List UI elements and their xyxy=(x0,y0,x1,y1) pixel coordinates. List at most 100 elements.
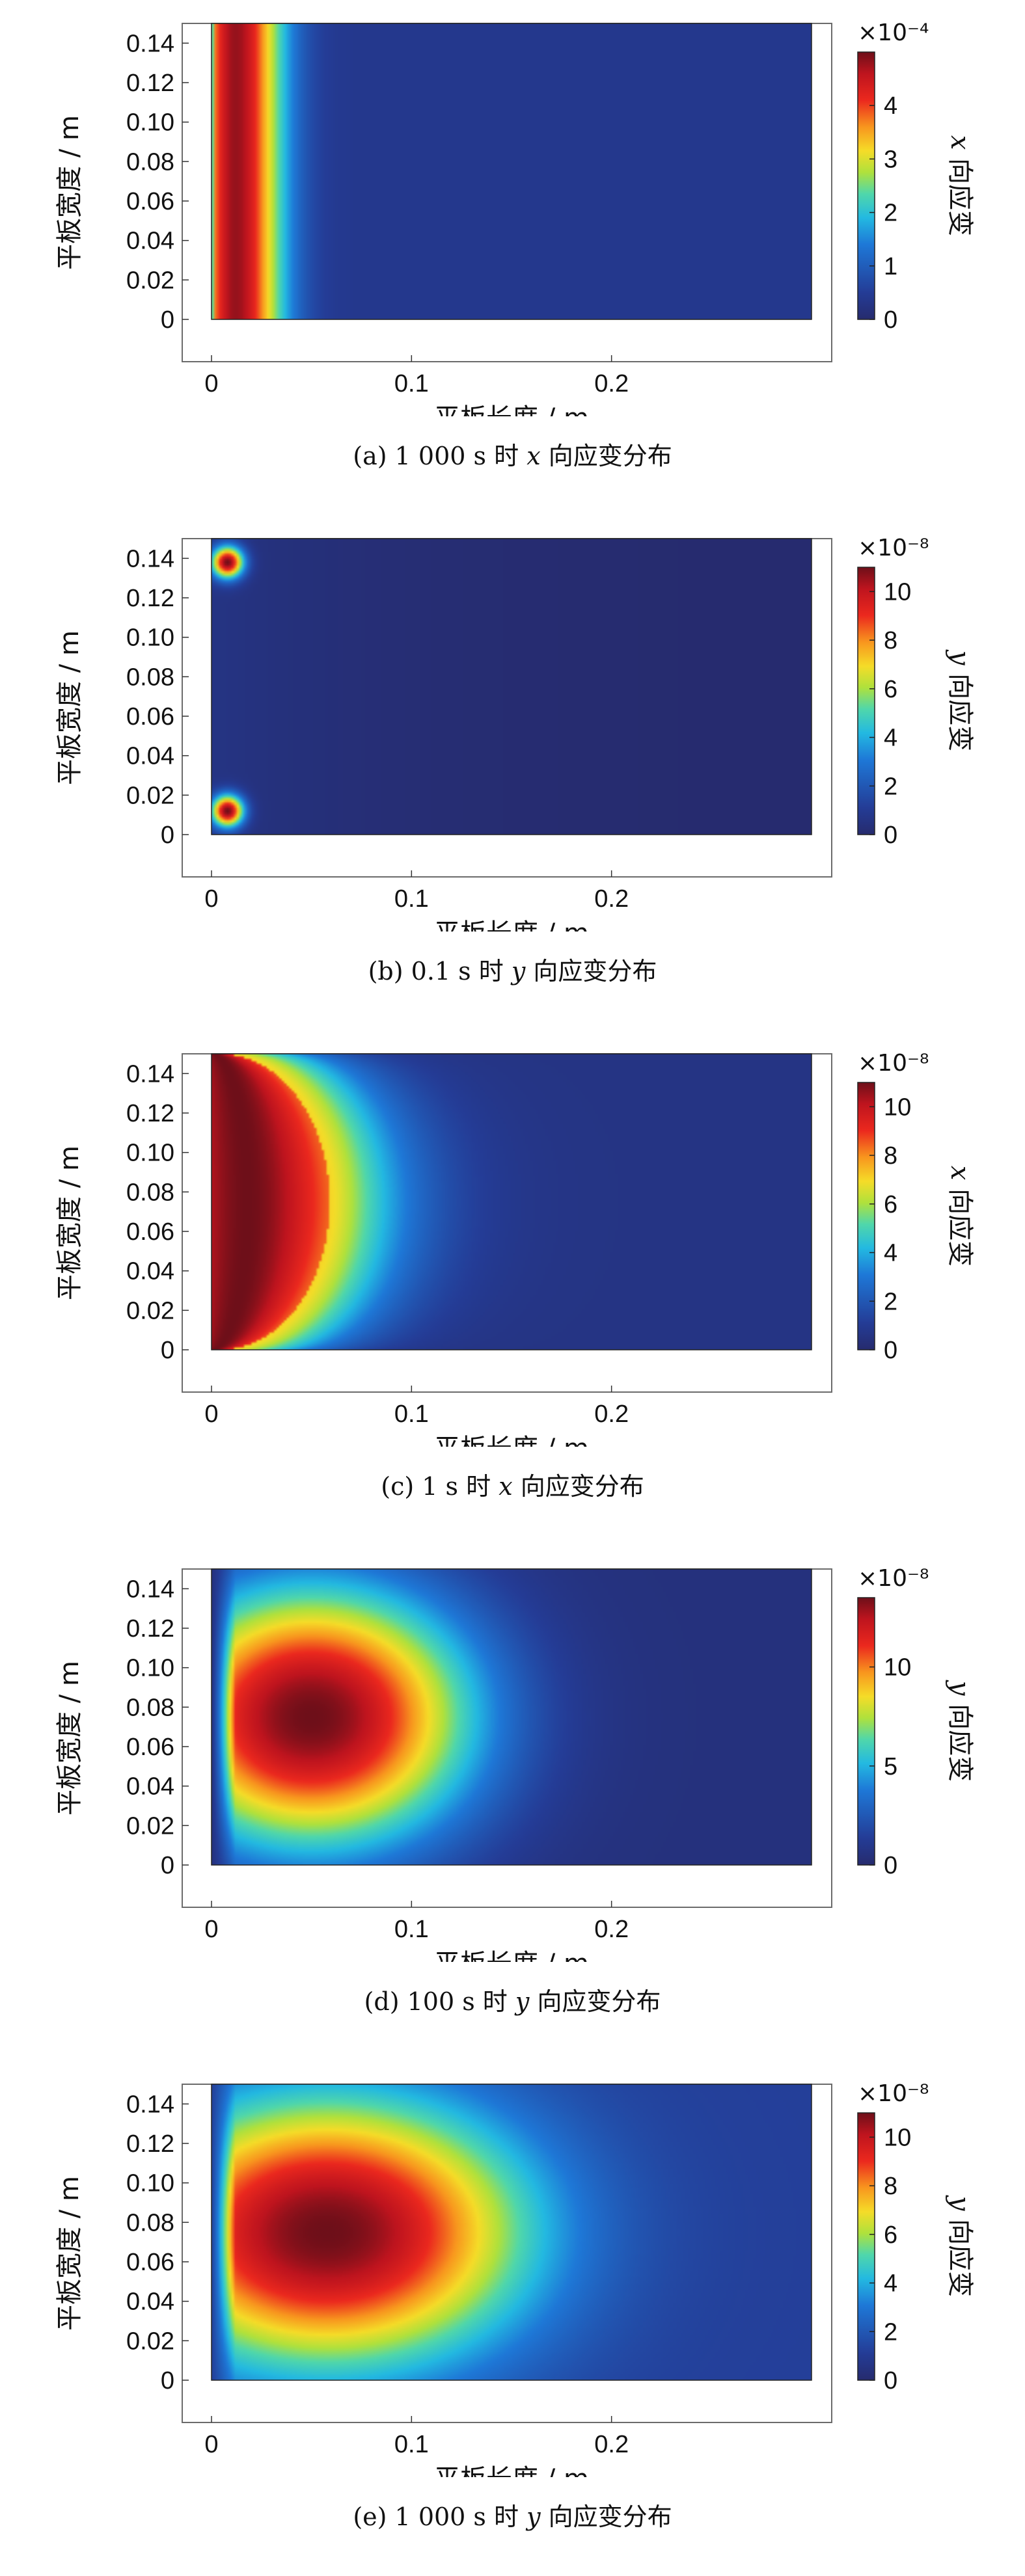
x-tick-label: 0.2 xyxy=(594,1401,629,1428)
x-tick-label: 0 xyxy=(204,1916,218,1943)
y-axis-label: 平板宽度 / m xyxy=(55,115,85,270)
heatmap-svg-a: 0 0.02 0.04 0.06 0.08 0.10 0.12 0.14 0 0.1 0.2 平板长度… xyxy=(55,20,975,416)
colorbar xyxy=(857,1082,875,1350)
colorbar-label-text: 向应变 xyxy=(945,150,975,236)
colorbar xyxy=(857,567,875,835)
y-tick-label: 0.12 xyxy=(126,2130,174,2158)
colorbar-tick-label: 10 xyxy=(884,1654,911,1682)
figure-caption-e: (e) 1 000 s 时 y 向应变分布 xyxy=(0,2497,1025,2532)
chart-panel-d: 0 0.02 0.04 0.06 0.08 0.10 0.12 0.14 0 0.1 0.2 平板长度… xyxy=(0,1546,1025,2061)
colorbar-label-text: 向应变 xyxy=(945,1695,975,1782)
x-tick-label: 0 xyxy=(204,370,218,397)
x-tick-label: 0 xyxy=(204,885,218,913)
y-tick-label: 0.06 xyxy=(126,703,174,731)
y-axis-label: 平板宽度 / m xyxy=(55,1146,85,1300)
colorbar-tick-label: 6 xyxy=(884,1191,897,1218)
y-tick-label: 0 xyxy=(161,306,174,334)
y-tick-label: 0.04 xyxy=(126,228,174,255)
heatmap-svg-d: 0 0.02 0.04 0.06 0.08 0.10 0.12 0.14 0 0.1 0.2 平板长度… xyxy=(55,1565,975,1962)
heatmap-field xyxy=(212,23,812,319)
colorbar-multiplier: ×10⁻⁸ xyxy=(858,1050,929,1077)
colorbar-tick-label: 6 xyxy=(884,2221,897,2249)
colorbar-label-text: 向应变 xyxy=(945,2210,975,2297)
colorbar-tick-label: 0 xyxy=(884,1337,897,1364)
y-tick-label: 0.14 xyxy=(126,2091,174,2118)
y-tick-label: 0.06 xyxy=(126,1218,174,1246)
colorbar-tick-label: 8 xyxy=(884,627,897,654)
y-tick-label: 0.02 xyxy=(126,267,174,294)
colorbar-label: y 向应变 xyxy=(945,2195,975,2297)
heatmap-field xyxy=(212,2084,812,2380)
colorbar-tick-label: 2 xyxy=(884,773,897,800)
chart-panel-b: 0 0.02 0.04 0.06 0.08 0.10 0.12 0.14 0 0.1 0.2 平板长度… xyxy=(0,515,1025,1030)
plot-border xyxy=(211,1568,812,1866)
caption-suffix: 向应变分布 xyxy=(540,2502,672,2531)
y-axis-label: 平板宽度 / m xyxy=(55,2176,85,2331)
figure-caption-d: (d) 100 s 时 y 向应变分布 xyxy=(0,1981,1025,2017)
x-tick-label: 0.1 xyxy=(394,2431,429,2458)
colorbar-tick-label: 5 xyxy=(884,1753,897,1780)
colorbar-multiplier: ×10⁻⁸ xyxy=(858,2080,929,2107)
heatmap-svg-c: 0 0.02 0.04 0.06 0.08 0.10 0.12 0.14 0 0.1 0.2 平板长度… xyxy=(55,1050,975,1447)
chart-panel-e: 0 0.02 0.04 0.06 0.08 0.10 0.12 0.14 0 0.1 0.2 平板长度… xyxy=(0,2061,1025,2576)
y-tick-label: 0.08 xyxy=(126,148,174,176)
colorbar-tick-label: 10 xyxy=(884,578,911,606)
colorbar-tick-label: 2 xyxy=(884,1288,897,1315)
colorbar-label-var: x xyxy=(945,135,975,150)
colorbar xyxy=(857,1597,875,1866)
chart-panel-c: 0 0.02 0.04 0.06 0.08 0.10 0.12 0.14 0 0.1 0.2 平板长度… xyxy=(0,1030,1025,1546)
y-tick-label: 0.08 xyxy=(126,664,174,691)
x-tick-label: 0.2 xyxy=(594,885,629,913)
colorbar-label: x 向应变 xyxy=(945,1166,975,1267)
colorbar-tick-label: 8 xyxy=(884,1142,897,1170)
y-tick-label: 0.02 xyxy=(126,1297,174,1324)
y-tick-label: 0.06 xyxy=(126,188,174,215)
colorbar-tick-label: 10 xyxy=(884,2124,911,2151)
colorbar xyxy=(857,51,875,320)
heatmap-field xyxy=(212,539,812,835)
colorbar-label: y 向应变 xyxy=(945,1680,975,1782)
colorbar-tick-label: 0 xyxy=(884,822,897,849)
caption-suffix: 向应变分布 xyxy=(529,1987,661,2016)
caption-variable: y xyxy=(515,1987,530,2016)
colorbar-tick-label: 8 xyxy=(884,2173,897,2200)
y-axis-label: 平板宽度 / m xyxy=(55,1661,85,1816)
colorbar-tick-label: 0 xyxy=(884,306,897,334)
y-tick-label: 0.10 xyxy=(126,1140,174,1167)
y-tick-label: 0.02 xyxy=(126,782,174,809)
colorbar-multiplier: ×10⁻⁸ xyxy=(858,1565,929,1592)
caption-suffix: 向应变分布 xyxy=(540,442,672,470)
colorbar-tick-label: 0 xyxy=(884,2367,897,2395)
y-tick-label: 0.04 xyxy=(126,1773,174,1801)
figure-caption-b: (b) 0.1 s 时 y 向应变分布 xyxy=(0,951,1025,987)
x-axis-label: 平板长度 / m xyxy=(434,1434,589,1447)
y-tick-label: 0.10 xyxy=(126,624,174,652)
colorbar-label: x 向应变 xyxy=(945,135,975,236)
y-tick-label: 0.06 xyxy=(126,1734,174,1761)
y-tick-label: 0.10 xyxy=(126,2170,174,2197)
caption-prefix: (a) 1 000 s 时 xyxy=(353,442,527,470)
y-tick-label: 0.02 xyxy=(126,2328,174,2355)
colorbar-tick-label: 0 xyxy=(884,1852,897,1879)
colorbar-label-text: 向应变 xyxy=(945,665,975,751)
caption-variable: y xyxy=(511,957,526,986)
y-tick-label: 0.04 xyxy=(126,743,174,770)
caption-suffix: 向应变分布 xyxy=(512,1472,644,1501)
x-tick-label: 0.1 xyxy=(394,885,429,913)
caption-variable: y xyxy=(526,2502,541,2531)
y-tick-label: 0 xyxy=(161,1337,174,1364)
colorbar xyxy=(857,2112,875,2381)
heatmap-field xyxy=(212,1054,812,1350)
y-tick-label: 0.06 xyxy=(126,2249,174,2276)
heatmap-svg-b: 0 0.02 0.04 0.06 0.08 0.10 0.12 0.14 0 0.1 0.2 平板长度… xyxy=(55,535,975,932)
colorbar-label-var: y xyxy=(945,2195,975,2212)
y-tick-label: 0.02 xyxy=(126,1812,174,1840)
x-axis-label: 平板长度 / m xyxy=(434,1949,589,1962)
y-tick-label: 0.04 xyxy=(126,2288,174,2316)
figure-caption-c: (c) 1 s 时 x 向应变分布 xyxy=(0,1466,1025,1502)
y-tick-label: 0.14 xyxy=(126,545,174,572)
y-tick-label: 0.10 xyxy=(126,1655,174,1682)
y-tick-label: 0.12 xyxy=(126,1615,174,1643)
colorbar-tick-label: 2 xyxy=(884,2318,897,2346)
y-tick-label: 0.14 xyxy=(126,1576,174,1603)
